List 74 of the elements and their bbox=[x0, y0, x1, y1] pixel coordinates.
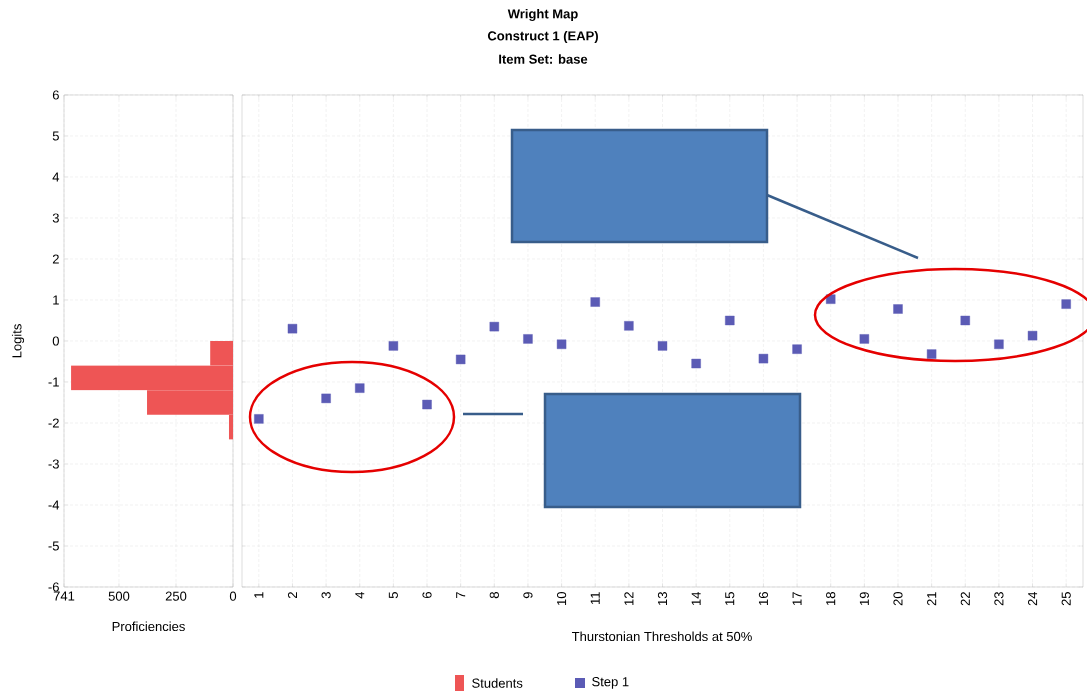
y-tick-label: 1 bbox=[53, 295, 59, 305]
point bbox=[893, 304, 903, 314]
point bbox=[590, 297, 600, 307]
x-tick-label: 18 bbox=[826, 592, 836, 605]
x-axis-title: Proficiencies bbox=[112, 621, 185, 632]
point bbox=[691, 358, 701, 369]
x-tick-label: 6 bbox=[422, 592, 432, 599]
x-tick-label: 22 bbox=[960, 592, 970, 606]
legend-label: Students bbox=[472, 678, 523, 688]
x-tick-label: 1 bbox=[254, 592, 264, 598]
x-tick-label: 24 bbox=[1028, 591, 1038, 606]
x-tick-label: 21 bbox=[927, 592, 937, 606]
point bbox=[422, 399, 432, 410]
point bbox=[523, 334, 533, 344]
x-tick-label: 10 bbox=[556, 592, 567, 605]
x-tick-label: 11 bbox=[590, 592, 600, 605]
x-tick-label: 3 bbox=[321, 592, 331, 599]
point bbox=[556, 339, 567, 349]
y-tick-label: -6 bbox=[48, 582, 59, 592]
point bbox=[321, 393, 331, 404]
x-tick-label: 8 bbox=[489, 592, 499, 599]
point bbox=[994, 339, 1004, 349]
legend-label: Step 1 bbox=[592, 677, 629, 689]
x-axis-title: Thurstonian Thresholds at 50% bbox=[571, 631, 752, 642]
x-tick-label: 250 bbox=[165, 591, 187, 601]
point bbox=[1061, 299, 1071, 309]
x-tick-label: 19 bbox=[859, 592, 869, 605]
x-tick-label: 23 bbox=[994, 592, 1004, 606]
y-tick-label: 3 bbox=[52, 213, 59, 223]
x-tick-label: 13 bbox=[657, 592, 668, 605]
point bbox=[1027, 330, 1038, 341]
x-tick-label: 4 bbox=[355, 591, 365, 599]
x-tick-label: 500 bbox=[108, 591, 130, 601]
x-tick-label: 9 bbox=[523, 592, 533, 599]
chart-subtitle: Construct 1 (EAP) bbox=[487, 30, 598, 44]
point bbox=[287, 323, 298, 334]
x-tick-label: 17 bbox=[792, 592, 802, 605]
point bbox=[355, 383, 365, 393]
y-tick-label: 4 bbox=[52, 172, 60, 182]
y-tick-label: -1 bbox=[48, 377, 59, 387]
y-axis-title: Logits bbox=[11, 324, 25, 358]
point bbox=[489, 321, 500, 332]
x-tick-label: 5 bbox=[388, 592, 398, 599]
point bbox=[792, 344, 802, 354]
point bbox=[926, 349, 937, 359]
y-tick-label: -3 bbox=[48, 459, 59, 469]
x-tick-label: 25 bbox=[1061, 592, 1071, 606]
point bbox=[254, 414, 264, 424]
point bbox=[960, 315, 970, 326]
point bbox=[455, 354, 466, 365]
y-tick-label: 2 bbox=[52, 254, 59, 264]
x-tick-label: 15 bbox=[725, 592, 735, 605]
x-tick-label: 20 bbox=[893, 592, 903, 606]
x-tick-label: 12 bbox=[624, 592, 634, 605]
x-tick-label: 7 bbox=[456, 592, 466, 599]
x-tick-label: 0 bbox=[229, 591, 237, 601]
x-tick-label: 14 bbox=[691, 591, 701, 605]
y-tick-label: 6 bbox=[52, 90, 59, 100]
chart-title: Wright Map bbox=[507, 8, 578, 22]
text: Item Set: base bbox=[499, 54, 588, 64]
y-tick-label: -5 bbox=[48, 541, 59, 551]
y-tick-label: 5 bbox=[52, 131, 59, 141]
y-tick-label: -2 bbox=[48, 418, 59, 428]
point bbox=[388, 341, 399, 351]
x-tick-label: 741 bbox=[53, 591, 75, 601]
point bbox=[758, 353, 769, 364]
x-tick-label: 2 bbox=[287, 592, 298, 599]
point bbox=[725, 315, 735, 326]
x-tick-label: 16 bbox=[758, 592, 769, 605]
point bbox=[859, 334, 870, 344]
y-tick-label: -4 bbox=[48, 500, 60, 510]
point bbox=[657, 341, 668, 351]
point bbox=[624, 321, 634, 331]
y-tick-label: 0 bbox=[52, 336, 59, 346]
